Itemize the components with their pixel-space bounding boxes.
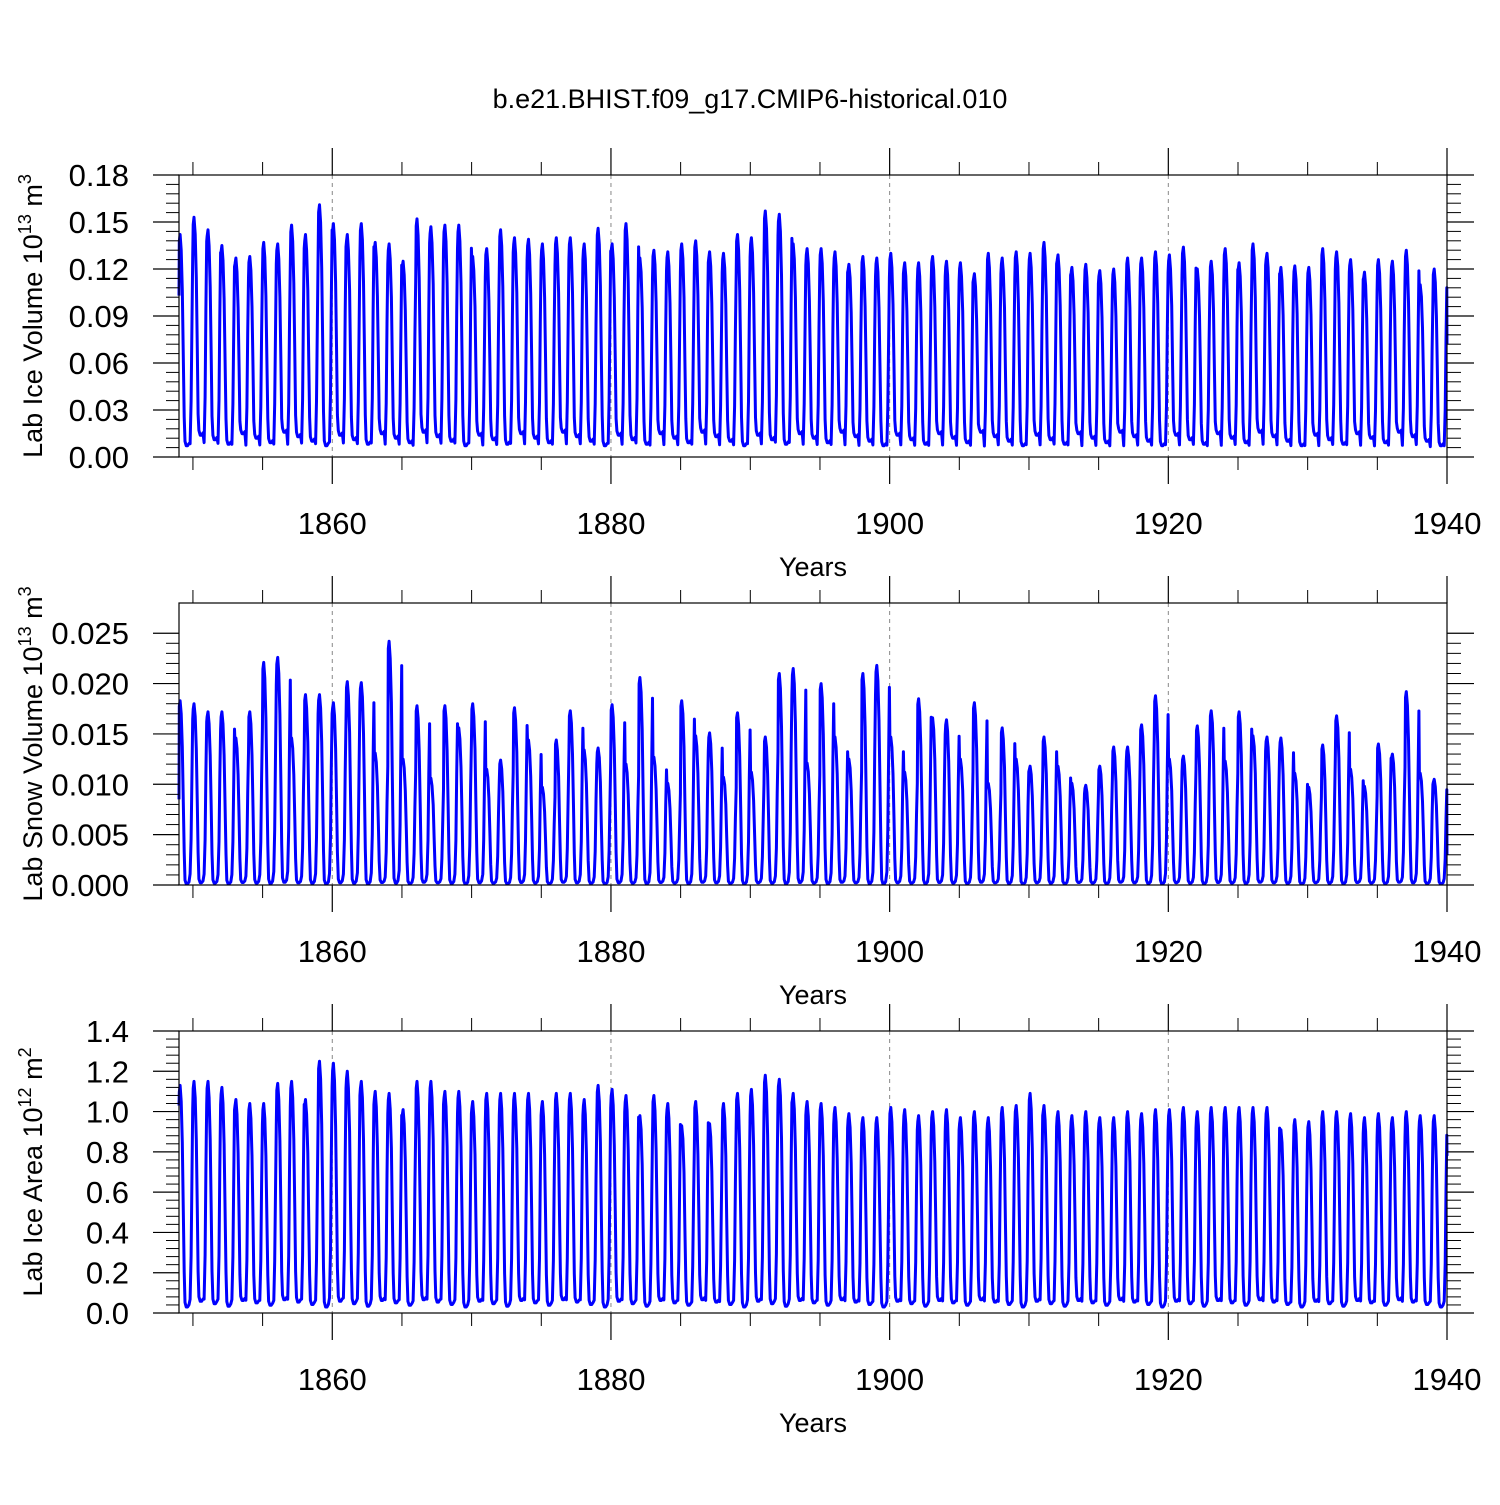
y-tick-label: 0.010 — [51, 767, 129, 802]
y-axis-label: Lab Ice Area 1012 m2 — [15, 1047, 48, 1296]
x-tick-label: 1920 — [1134, 506, 1203, 541]
y-tick-label: 0.025 — [51, 616, 129, 651]
y-tick-label: 0.6 — [86, 1175, 129, 1210]
series-line-lab-ice-area — [177, 1059, 1449, 1309]
x-axis-label: Years — [779, 980, 847, 1010]
y-tick-label: 0.8 — [86, 1135, 129, 1170]
y-tick-label: 0.005 — [51, 818, 129, 853]
y-tick-label: 0.020 — [51, 667, 129, 702]
x-tick-label: 1940 — [1413, 934, 1482, 969]
figure-title: b.e21.BHIST.f09_g17.CMIP6-historical.010 — [492, 84, 1008, 114]
x-axis-label: Years — [779, 552, 847, 582]
y-tick-label: 0.15 — [69, 205, 129, 240]
x-tick-label: 1900 — [855, 1362, 924, 1397]
panel-1: 0.00 0.03 0.06 0.09 0.12 0.15 0.18 1860 1880 1900… — [15, 148, 1481, 582]
plot-frame — [178, 1030, 1448, 1314]
x-tick-label: 1920 — [1134, 1362, 1203, 1397]
series-line-lab-snow-volume — [177, 639, 1449, 886]
x-tick-label: 1860 — [298, 1362, 367, 1397]
y-tick-label: 1.2 — [86, 1054, 129, 1089]
x-tick-label: 1940 — [1413, 506, 1482, 541]
panel-2: 0.000 0.005 0.010 0.015 0.020 0.025 1860 1880 19… — [15, 576, 1481, 1010]
series-line-lab-ice-volume — [177, 203, 1449, 449]
y-axis-label: Lab Snow Volume 1013 m3 — [15, 586, 48, 901]
y-tick-label: 1.0 — [86, 1095, 129, 1130]
y-tick-label: 0.2 — [86, 1256, 129, 1291]
x-tick-label: 1880 — [576, 1362, 645, 1397]
y-tick-label: 0.0 — [86, 1296, 129, 1331]
y-tick-label: 0.12 — [69, 252, 129, 287]
x-tick-label: 1860 — [298, 934, 367, 969]
x-axis-label: Years — [779, 1408, 847, 1438]
y-tick-label: 0.00 — [69, 440, 129, 475]
y-tick-label: 1.4 — [86, 1014, 129, 1049]
panel-3: 0.0 0.2 0.4 0.6 0.8 1.0 1.2 1.4 1860 1880 1900 1920… — [15, 1004, 1481, 1438]
y-tick-label: 0.000 — [51, 868, 129, 903]
x-tick-label: 1860 — [298, 506, 367, 541]
y-tick-label: 0.015 — [51, 717, 129, 752]
x-tick-label: 1900 — [855, 506, 924, 541]
y-axis-label: Lab Ice Volume 1013 m3 — [15, 174, 48, 458]
x-tick-label: 1920 — [1134, 934, 1203, 969]
y-tick-label: 0.06 — [69, 346, 129, 381]
x-tick-label: 1900 — [855, 934, 924, 969]
y-tick-label: 0.4 — [86, 1215, 129, 1250]
x-tick-label: 1940 — [1413, 1362, 1482, 1397]
y-tick-label: 0.09 — [69, 299, 129, 334]
y-tick-label: 0.18 — [69, 158, 129, 193]
x-tick-label: 1880 — [576, 934, 645, 969]
x-tick-label: 1880 — [576, 506, 645, 541]
y-tick-label: 0.03 — [69, 393, 129, 428]
